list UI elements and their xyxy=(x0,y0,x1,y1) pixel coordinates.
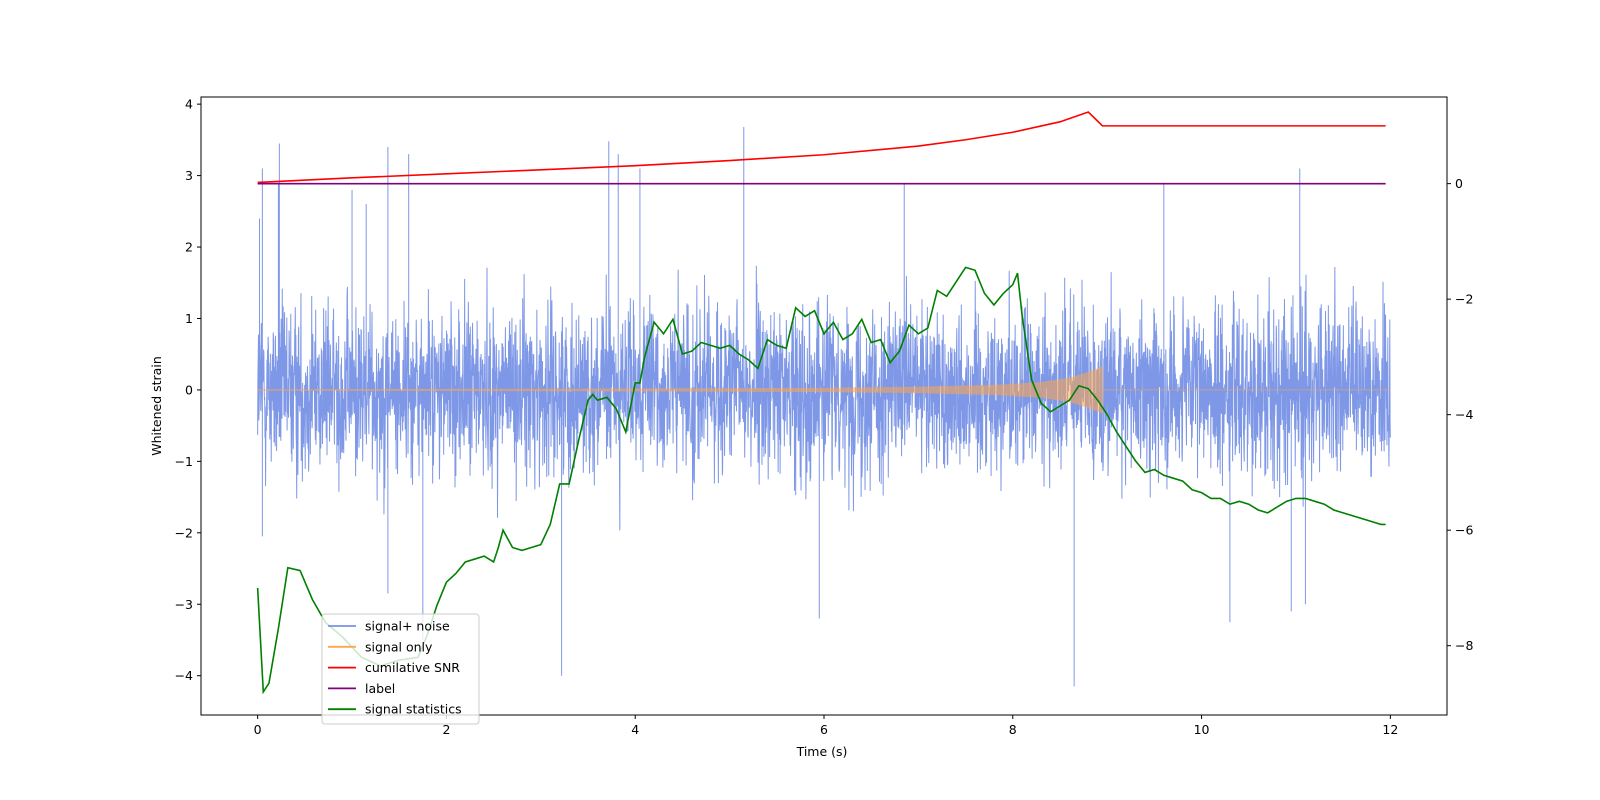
y-tick-label: 0 xyxy=(185,382,193,397)
legend-entry: label xyxy=(365,681,395,696)
y2-tick-label: 0 xyxy=(1455,176,1463,191)
y2-tick-label: −2 xyxy=(1455,292,1473,307)
x-tick-label: 8 xyxy=(1009,722,1017,737)
bottom-axis: 0 2 4 6 8 10 12 xyxy=(254,715,1398,737)
y2-tick-label: −4 xyxy=(1455,407,1473,422)
y-tick-label: −3 xyxy=(175,597,193,612)
x-tick-label: 4 xyxy=(631,722,639,737)
y-tick-label: −4 xyxy=(175,668,193,683)
x-tick-label: 0 xyxy=(254,722,262,737)
x-tick-label: 2 xyxy=(442,722,450,737)
left-axis: −4 −3 −2 −1 0 1 2 3 4 xyxy=(175,97,201,683)
series-signal-statistics xyxy=(256,266,1386,695)
legend-entry: signal+ noise xyxy=(365,619,450,634)
x-tick-label: 6 xyxy=(820,722,828,737)
legend-box xyxy=(321,613,480,725)
y-tick-label: 4 xyxy=(185,97,193,112)
legend-entry: signal only xyxy=(365,639,433,654)
y-tick-label: 2 xyxy=(185,240,193,255)
y-axis-label: Whitened strain xyxy=(149,356,164,455)
legend-entry: cumilative SNR xyxy=(365,660,460,675)
y2-tick-label: −6 xyxy=(1455,523,1473,538)
x-tick-label: 12 xyxy=(1382,722,1398,737)
series-signal-only xyxy=(257,366,1391,414)
legend-entry: signal statistics xyxy=(365,702,462,717)
series-cumilative-snr xyxy=(257,111,1386,184)
y-tick-label: 1 xyxy=(185,311,193,326)
series-signal-noise xyxy=(257,127,1391,687)
right-axis: −8 −6 −4 −2 0 xyxy=(1447,176,1473,653)
y-tick-label: −1 xyxy=(175,454,193,469)
legend: signal+ noise signal only cumilative SNR la… xyxy=(321,613,480,725)
x-tick-label: 10 xyxy=(1194,722,1210,737)
y-tick-label: 3 xyxy=(185,168,193,183)
y2-tick-label: −8 xyxy=(1455,638,1473,653)
y-tick-label: −2 xyxy=(175,525,193,540)
x-axis-label: Time (s) xyxy=(796,744,848,759)
plot-area xyxy=(256,111,1391,695)
